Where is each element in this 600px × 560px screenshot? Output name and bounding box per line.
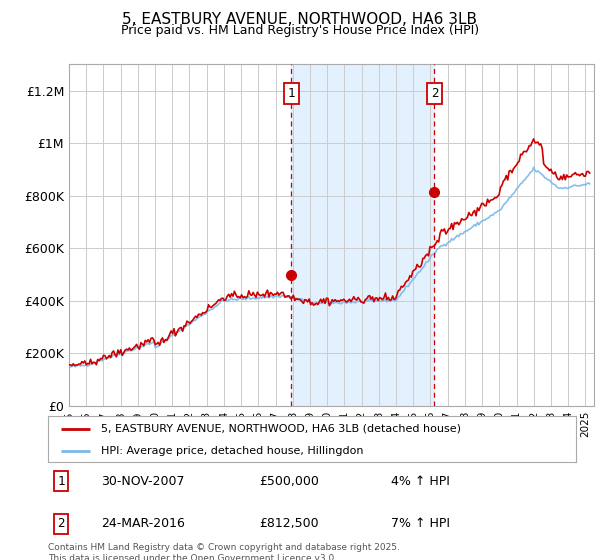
Text: 7% ↑ HPI: 7% ↑ HPI <box>391 517 450 530</box>
Text: HPI: Average price, detached house, Hillingdon: HPI: Average price, detached house, Hill… <box>101 446 364 455</box>
Text: £812,500: £812,500 <box>259 517 319 530</box>
Text: Price paid vs. HM Land Registry's House Price Index (HPI): Price paid vs. HM Land Registry's House … <box>121 24 479 37</box>
Text: 1: 1 <box>58 475 65 488</box>
Text: 30-NOV-2007: 30-NOV-2007 <box>101 475 184 488</box>
Text: 4% ↑ HPI: 4% ↑ HPI <box>391 475 450 488</box>
Text: 2: 2 <box>58 517 65 530</box>
Text: 1: 1 <box>287 87 295 100</box>
Text: 5, EASTBURY AVENUE, NORTHWOOD, HA6 3LB (detached house): 5, EASTBURY AVENUE, NORTHWOOD, HA6 3LB (… <box>101 424 461 434</box>
Text: 2: 2 <box>431 87 438 100</box>
Text: 24-MAR-2016: 24-MAR-2016 <box>101 517 185 530</box>
Text: £500,000: £500,000 <box>259 475 319 488</box>
Text: Contains HM Land Registry data © Crown copyright and database right 2025.
This d: Contains HM Land Registry data © Crown c… <box>48 543 400 560</box>
Bar <box>292 64 434 406</box>
Text: 5, EASTBURY AVENUE, NORTHWOOD, HA6 3LB: 5, EASTBURY AVENUE, NORTHWOOD, HA6 3LB <box>122 12 478 27</box>
